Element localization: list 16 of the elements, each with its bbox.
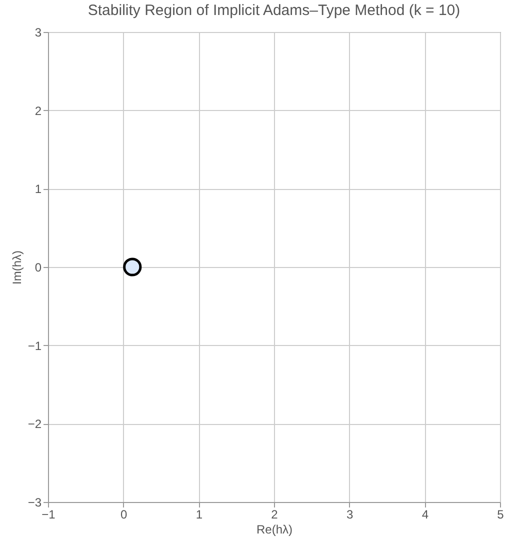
y-axis-title: Im(hλ) <box>10 250 24 284</box>
y-tick-label: −1 <box>28 338 42 353</box>
x-tick-label: 5 <box>497 508 504 522</box>
x-axis-title: Re(hλ) <box>256 522 293 536</box>
y-tick-label: 0 <box>34 260 42 274</box>
x-tick-label: 0 <box>120 508 128 522</box>
x-tick-label: 1 <box>196 508 203 522</box>
y-tick-label: −3 <box>28 496 42 510</box>
x-tick-label: 4 <box>422 508 429 522</box>
chart-title: Stability Region of Implicit Adams–Type Method (k = 10) <box>88 2 460 19</box>
x-tick-label: 3 <box>346 508 354 522</box>
y-tick-label: 2 <box>34 104 42 118</box>
y-tick-label: 3 <box>34 26 42 40</box>
y-tick-label: −2 <box>28 417 42 432</box>
y-tick-label: 1 <box>34 182 42 196</box>
x-tick-label: 2 <box>271 508 278 522</box>
